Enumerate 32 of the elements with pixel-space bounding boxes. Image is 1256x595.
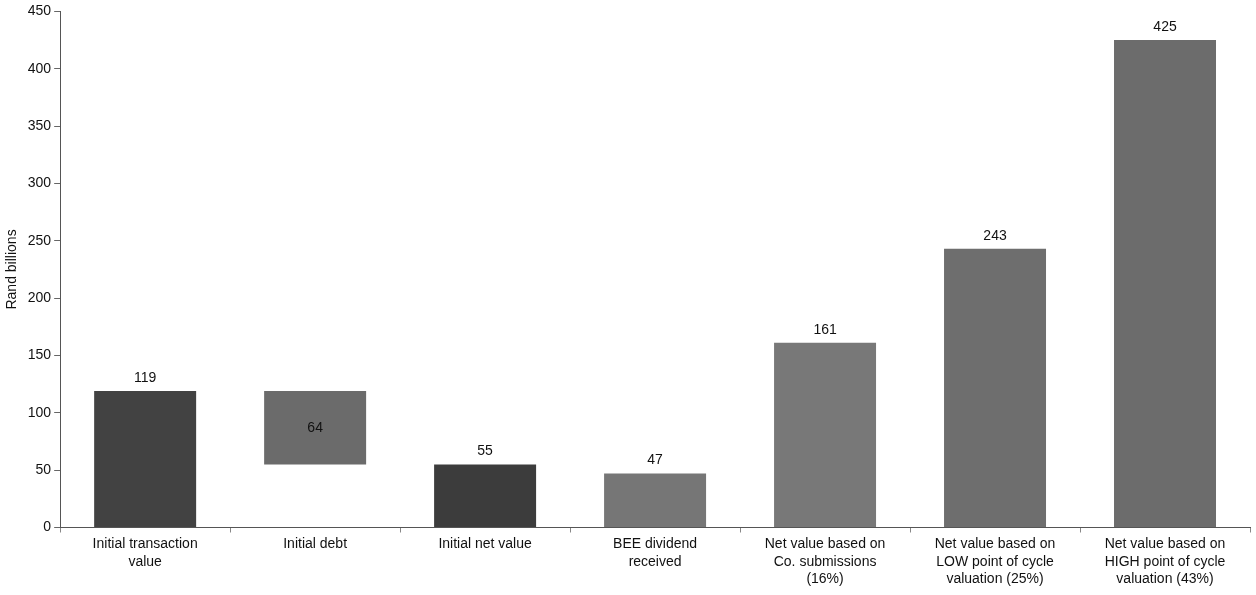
y-tick-label: 100 <box>27 403 52 420</box>
bar <box>774 342 877 527</box>
bar <box>604 473 707 527</box>
x-tick-label: Net value based on LOW point of cycle valuation (25%) <box>934 535 1056 587</box>
data-label: 119 <box>133 368 157 385</box>
data-label: 55 <box>477 442 494 459</box>
data-label: 161 <box>813 320 837 337</box>
y-tick-label: 350 <box>27 116 52 133</box>
y-tick-label: 150 <box>27 346 52 363</box>
bar <box>94 391 197 527</box>
bar <box>1114 40 1217 527</box>
bar <box>434 464 537 527</box>
y-tick-label: 0 <box>43 518 52 535</box>
y-tick-label: 300 <box>27 174 52 191</box>
x-tick-label: Initial transaction value <box>92 535 198 569</box>
x-tick-label: Initial debt <box>283 535 348 552</box>
y-tick-label: 450 <box>27 2 52 19</box>
y-tick-label: 200 <box>27 288 52 305</box>
bar <box>264 391 367 465</box>
y-axis-title: Rand billions <box>3 229 20 310</box>
x-tick-label: Net value based on Co. submissions (16%) <box>764 535 886 587</box>
y-tick-label: 250 <box>27 231 52 248</box>
data-label: 243 <box>983 226 1007 243</box>
y-tick-label: 400 <box>27 59 52 76</box>
x-tick-label: BEE dividend received <box>613 535 698 569</box>
x-tick-label: Initial net value <box>438 535 533 552</box>
y-tick-label: 50 <box>35 461 52 478</box>
bar <box>944 248 1047 527</box>
x-tick-label: Net value based on HIGH point of cycle valuation (43%) <box>1104 535 1226 587</box>
data-label: 425 <box>1153 17 1177 34</box>
data-label: 47 <box>647 451 664 468</box>
data-label: 64 <box>307 418 324 435</box>
